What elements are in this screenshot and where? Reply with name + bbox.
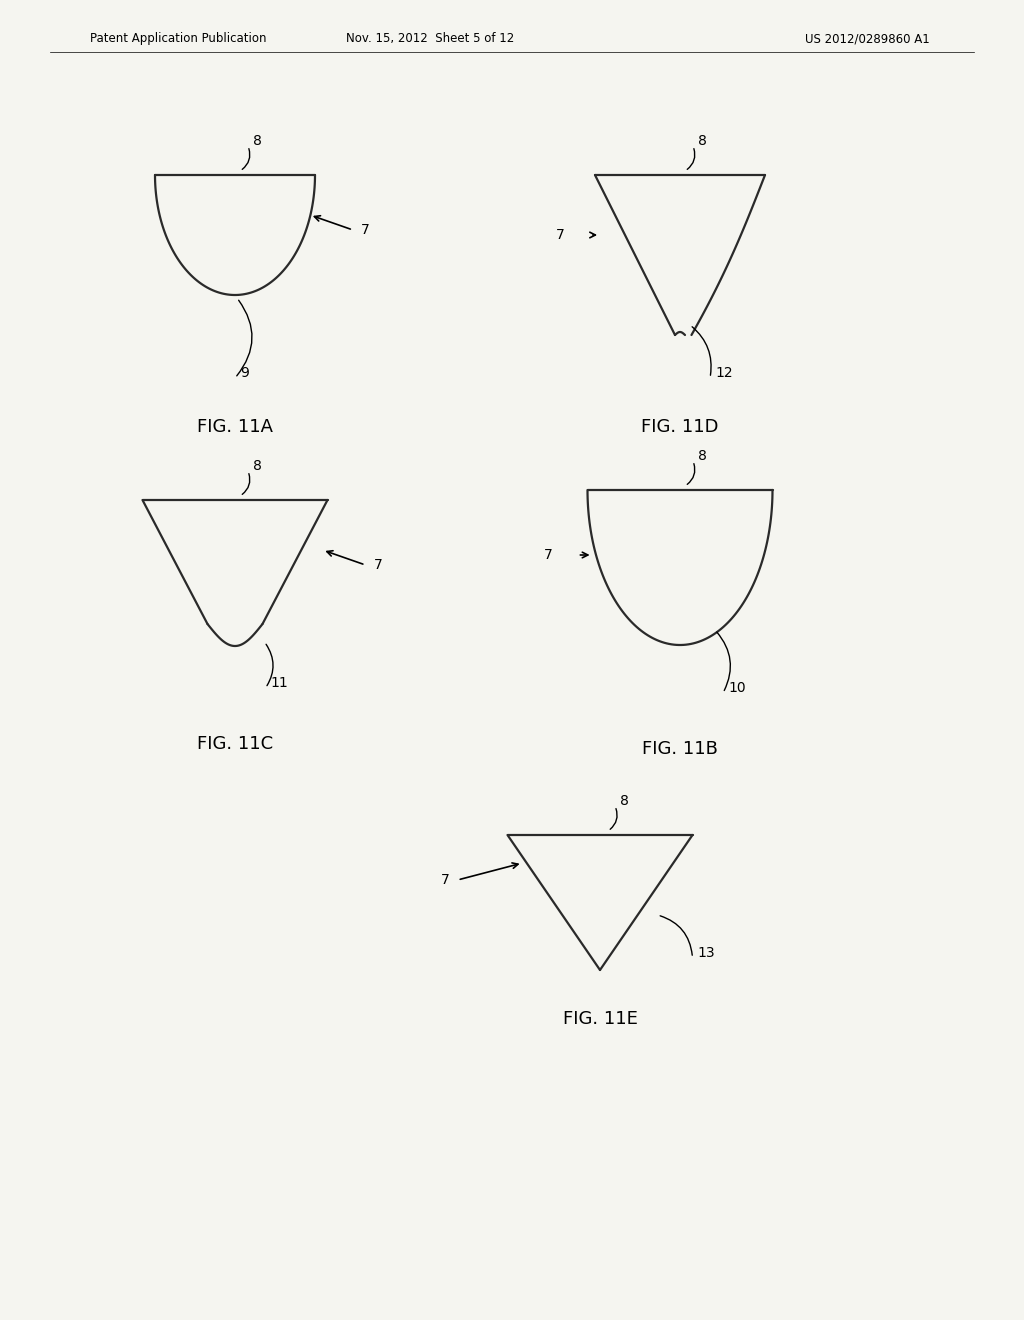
Text: 7: 7 (361, 223, 370, 238)
Text: 7: 7 (440, 873, 450, 887)
Text: 8: 8 (620, 795, 629, 808)
Text: FIG. 11C: FIG. 11C (197, 735, 273, 752)
Text: 8: 8 (253, 459, 262, 473)
Text: 12: 12 (715, 366, 732, 380)
Text: 7: 7 (556, 228, 565, 242)
Text: FIG. 11E: FIG. 11E (562, 1010, 637, 1028)
Text: 13: 13 (697, 946, 715, 960)
Text: 11: 11 (270, 676, 288, 690)
Text: 10: 10 (728, 681, 745, 696)
Text: FIG. 11D: FIG. 11D (641, 418, 719, 436)
Text: FIG. 11A: FIG. 11A (197, 418, 273, 436)
Text: US 2012/0289860 A1: US 2012/0289860 A1 (805, 32, 930, 45)
Text: 8: 8 (698, 449, 707, 463)
Text: 9: 9 (240, 366, 249, 380)
Text: 8: 8 (698, 135, 707, 148)
Text: Patent Application Publication: Patent Application Publication (90, 32, 266, 45)
Text: 8: 8 (253, 135, 262, 148)
Text: 7: 7 (544, 548, 553, 562)
Text: 7: 7 (374, 558, 382, 572)
Text: Nov. 15, 2012  Sheet 5 of 12: Nov. 15, 2012 Sheet 5 of 12 (346, 32, 514, 45)
Text: FIG. 11B: FIG. 11B (642, 741, 718, 758)
